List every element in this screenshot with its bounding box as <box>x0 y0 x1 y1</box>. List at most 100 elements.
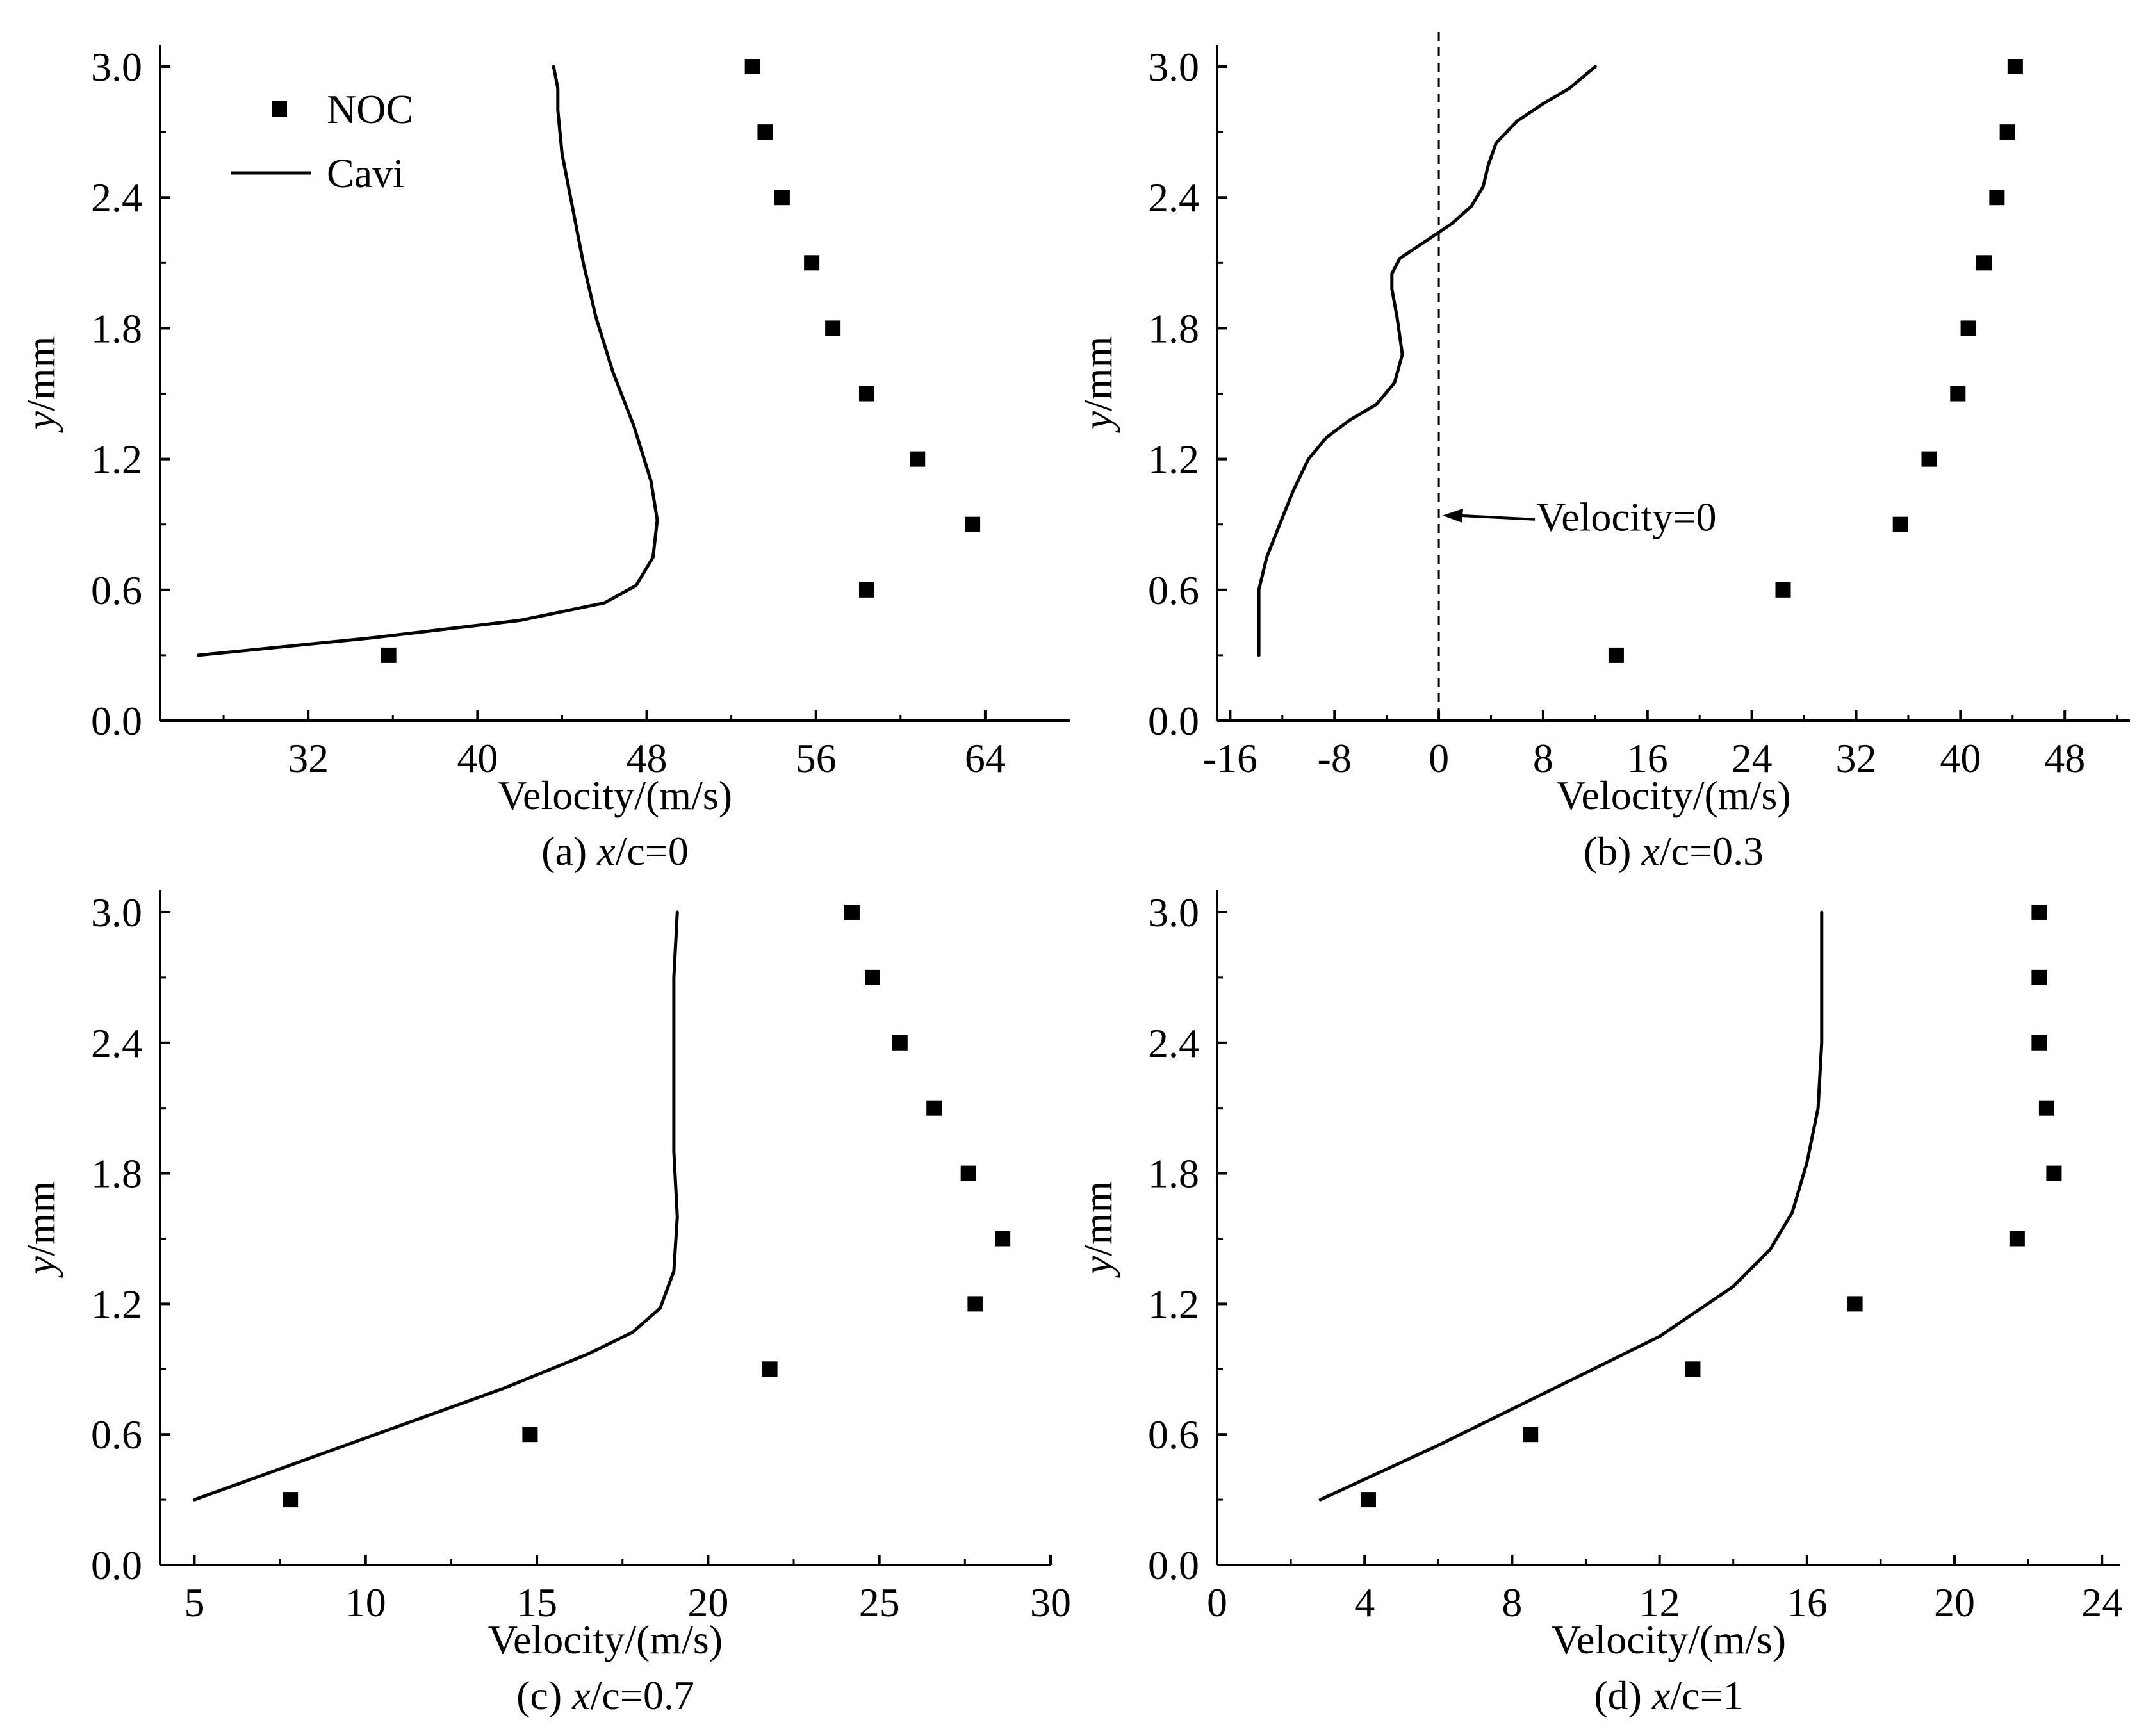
series-line-cavi <box>1257 65 1597 657</box>
data-point-noc <box>892 1035 908 1051</box>
data-point-noc <box>1921 451 1937 467</box>
y-tick-label: 1.8 <box>1148 1151 1199 1197</box>
data-point-noc <box>2038 1100 2054 1116</box>
x-tick-label: 5 <box>184 1580 204 1625</box>
data-point-noc <box>1775 582 1791 598</box>
x-tick-label: -8 <box>1318 735 1352 781</box>
caption-suffix: /c=0.7 <box>591 1673 694 1718</box>
x-tick-label: 20 <box>687 1580 728 1625</box>
x-tick-label: 64 <box>965 735 1006 781</box>
data-point-noc <box>1685 1361 1701 1377</box>
data-point-noc <box>1360 1492 1376 1508</box>
y-tick-label: 0.0 <box>1148 1543 1199 1588</box>
annotation-label: Velocity=0 <box>1536 495 1716 540</box>
data-point-noc <box>1892 516 1908 532</box>
data-point-noc <box>2031 969 2047 985</box>
y-tick-label: 3.0 <box>1148 44 1199 90</box>
legend-label-noc: NOC <box>327 86 413 132</box>
data-point-noc <box>1976 255 1992 271</box>
y-tick-label: 2.4 <box>91 1020 142 1066</box>
y-axis-unit: /mm <box>18 336 63 411</box>
x-tick-label: 0 <box>1429 735 1449 781</box>
chart-panel-d: 0.0 0.6 1.2 1.8 2.4 3.0 0 4 8 12 16 20 24 Velocity/(m… <box>1075 890 2122 1718</box>
panel-caption: (a) x/c=0 <box>541 828 689 874</box>
series-line-cavi <box>1318 910 1824 1502</box>
data-point-noc <box>825 320 841 336</box>
y-tick-label: 2.4 <box>91 175 142 220</box>
data-point-noc <box>1999 124 2015 140</box>
annotation-arrow-shaft <box>1457 514 1536 521</box>
x-tick-label: 20 <box>1934 1580 1975 1625</box>
caption-var: x <box>571 1673 590 1718</box>
data-point-noc <box>283 1492 299 1508</box>
series-line-cavi <box>193 910 679 1502</box>
x-axis-title: Velocity/(m/s) <box>1552 1617 1786 1662</box>
y-tick-label: 1.8 <box>1148 306 1199 351</box>
panel-caption: (c) x/c=0.7 <box>516 1673 694 1718</box>
x-tick-label: 4 <box>1354 1580 1375 1625</box>
legend-label-cavi: Cavi <box>327 151 404 196</box>
x-tick-label: 16 <box>1627 735 1668 781</box>
caption-prefix: (a) <box>541 828 597 874</box>
data-point-noc <box>757 124 773 140</box>
x-tick-label: 0 <box>1207 1580 1227 1625</box>
x-tick-label: 32 <box>288 735 329 781</box>
data-point-noc <box>2031 904 2047 920</box>
y-axis-var: y <box>1075 411 1120 433</box>
y-tick-label: 0.6 <box>91 568 142 613</box>
caption-suffix: /c=0 <box>616 828 689 874</box>
x-tick-label: 56 <box>796 735 837 781</box>
caption-var: x <box>1651 1673 1670 1718</box>
y-tick-label: 1.2 <box>1148 437 1199 482</box>
data-point-noc <box>1950 386 1966 402</box>
data-point-noc <box>1960 320 1976 336</box>
y-axis-var: y <box>18 411 63 433</box>
y-tick-label: 2.4 <box>1148 175 1199 220</box>
y-axis-var: y <box>1075 1256 1120 1278</box>
data-point-noc <box>804 255 820 271</box>
y-axis-title: y/mm <box>18 1181 63 1279</box>
x-axis-title: Velocity/(m/s) <box>498 773 732 818</box>
data-point-noc <box>774 190 790 206</box>
caption-var: x <box>1641 828 1659 874</box>
x-tick-label: 40 <box>1940 735 1981 781</box>
y-tick-label: 0.0 <box>91 698 142 744</box>
y-tick-label: 0.0 <box>1148 698 1199 744</box>
caption-suffix: /c=1 <box>1670 1673 1743 1718</box>
y-tick-label: 3.0 <box>91 44 142 90</box>
x-tick-label: 24 <box>2081 1580 2122 1625</box>
x-tick-label: 16 <box>1787 1580 1828 1625</box>
x-tick-label: 32 <box>1836 735 1877 781</box>
y-tick-label: 3.0 <box>1148 890 1199 935</box>
series-line-cavi <box>196 65 659 657</box>
x-tick-label: 48 <box>627 735 668 781</box>
x-axis-title: Velocity/(m/s) <box>488 1617 723 1662</box>
annotation-arrow-head <box>1443 508 1464 523</box>
y-tick-label: 3.0 <box>91 890 142 935</box>
data-point-noc <box>2007 59 2023 75</box>
data-point-noc <box>926 1100 942 1116</box>
x-axis-title: Velocity/(m/s) <box>1556 773 1790 818</box>
data-point-noc <box>2009 1231 2025 1247</box>
x-tick-label: 24 <box>1732 735 1773 781</box>
y-tick-label: 1.2 <box>91 437 142 482</box>
chart-panel-b: 0.0 0.6 1.2 1.8 2.4 3.0 -16 -8 0 8 16 24 32 40 48 Veloc… <box>1075 32 2130 874</box>
data-point-noc <box>522 1427 538 1443</box>
y-axis-title: y/mm <box>1075 336 1120 434</box>
data-point-noc <box>1608 647 1624 663</box>
data-point-noc <box>858 582 874 598</box>
x-tick-label: 8 <box>1533 735 1553 781</box>
data-point-noc <box>960 1165 976 1181</box>
data-point-noc <box>1989 190 2005 206</box>
data-point-noc <box>910 451 926 467</box>
data-point-noc <box>381 647 397 663</box>
data-point-noc <box>967 1296 983 1312</box>
data-point-noc <box>858 386 874 402</box>
x-tick-label: 12 <box>1639 1580 1680 1625</box>
y-axis-unit: /mm <box>1075 336 1120 411</box>
x-tick-label: 40 <box>457 735 498 781</box>
y-tick-label: 2.4 <box>1148 1020 1199 1066</box>
legend-marker-noc <box>272 101 287 117</box>
x-tick-label: 10 <box>345 1580 386 1625</box>
y-tick-label: 1.8 <box>91 1151 142 1197</box>
